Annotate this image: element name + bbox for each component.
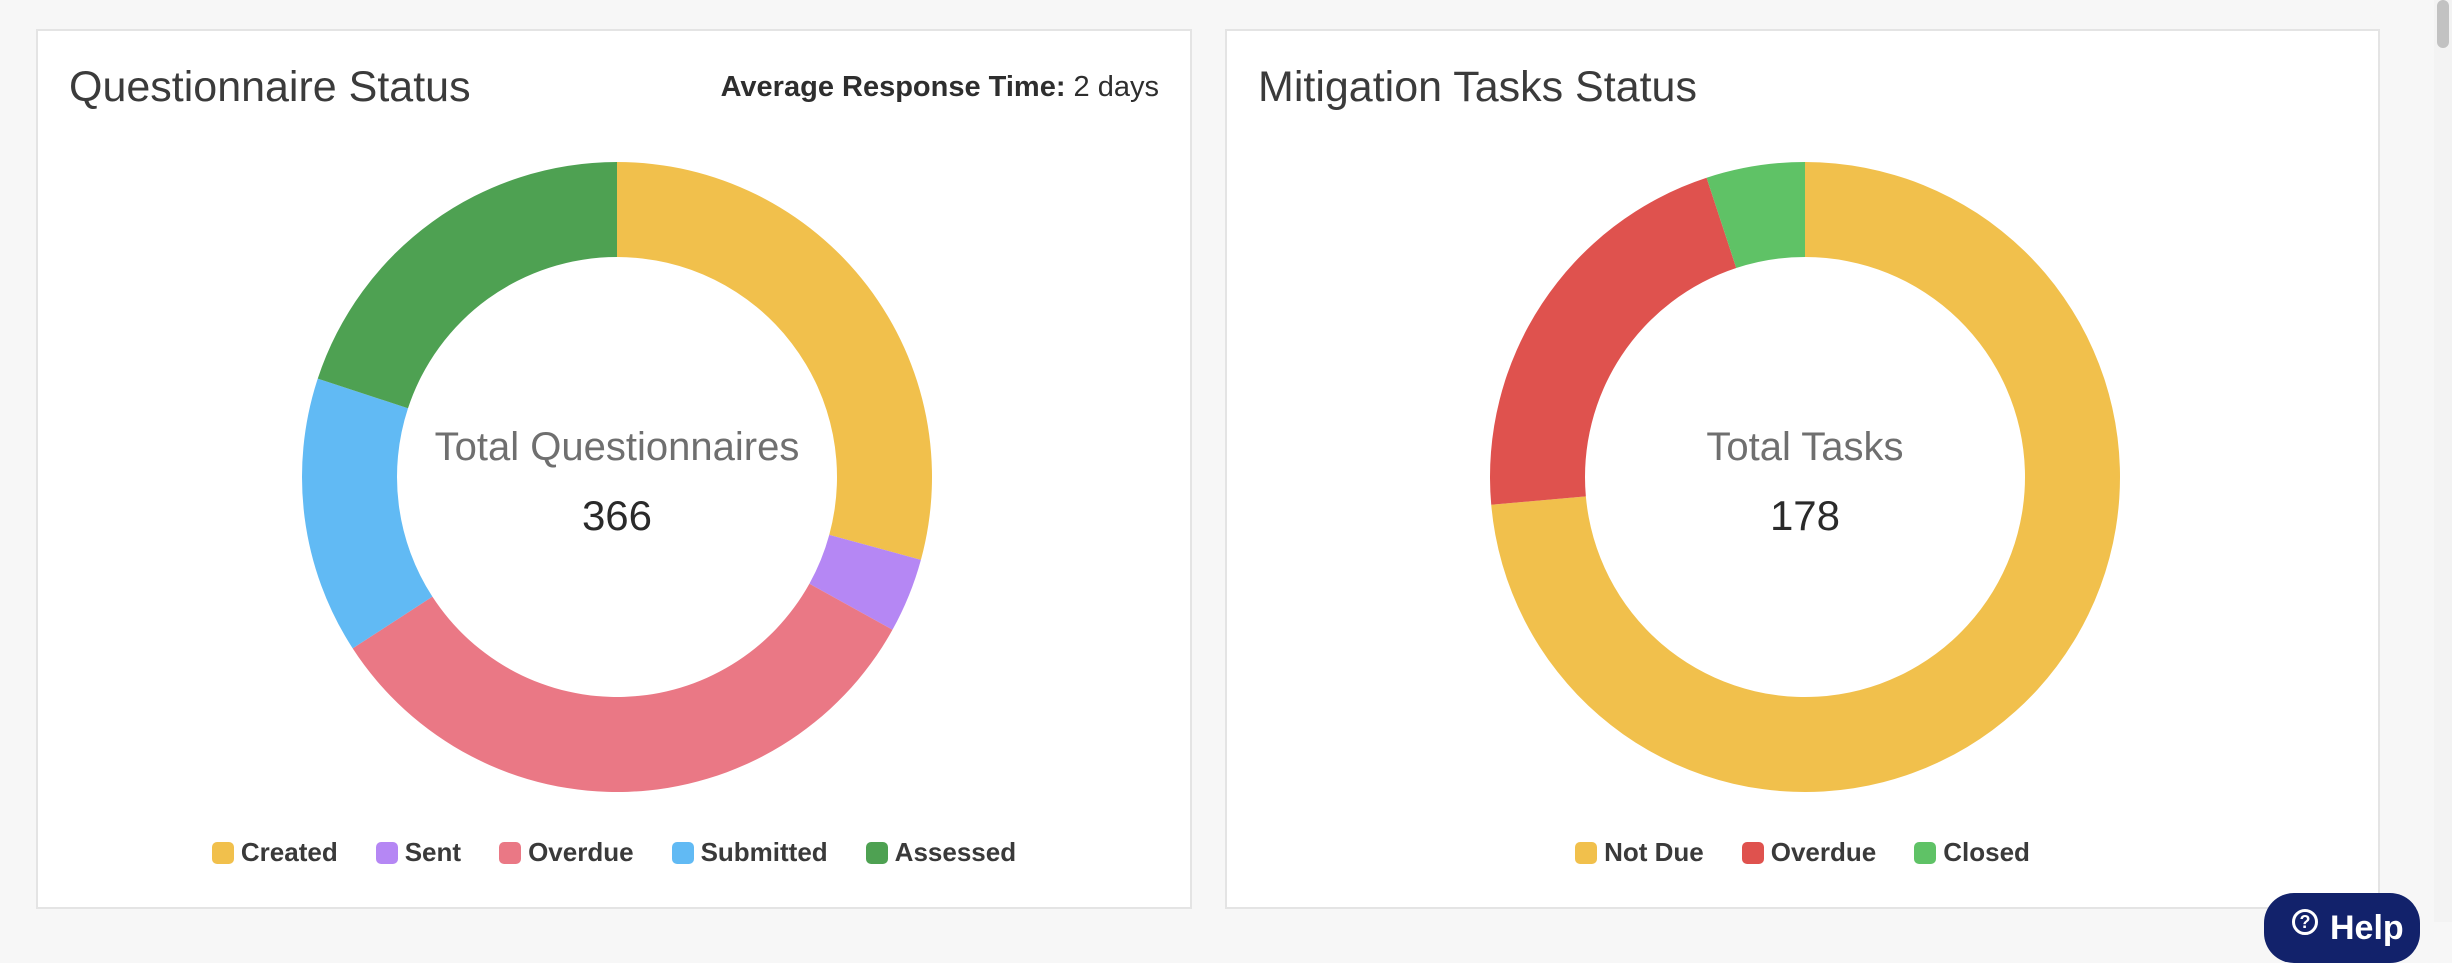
legend-item-closed[interactable]: Closed xyxy=(1914,837,2030,868)
page-scrollbar[interactable] xyxy=(2434,0,2452,922)
legend-swatch xyxy=(1741,841,1764,864)
legend-item-not-due[interactable]: Not Due xyxy=(1575,837,1704,868)
donut-center-total: 366 xyxy=(582,492,652,539)
legend-item-overdue[interactable]: Overdue xyxy=(1741,837,1877,868)
help-icon: ? xyxy=(2292,909,2318,935)
scrollbar-thumb[interactable] xyxy=(2437,0,2449,48)
legend-label: Not Due xyxy=(1604,837,1704,867)
mitigation-legend: Not Due Overdue Closed xyxy=(1227,837,2378,868)
donut-slice-created[interactable] xyxy=(617,162,933,560)
legend-item-created[interactable]: Created xyxy=(211,837,338,868)
donut-slice-not-due[interactable] xyxy=(1491,162,2120,793)
donut-slice-closed[interactable] xyxy=(1706,162,1805,269)
legend-label: Submitted xyxy=(700,837,828,867)
questionnaire-donut-chart: Total Questionnaires 366 xyxy=(302,162,933,793)
help-button[interactable]: ? Help xyxy=(2264,893,2420,963)
legend-swatch xyxy=(1575,841,1598,864)
legend-label: Assessed xyxy=(894,837,1017,867)
donut-slice-submitted[interactable] xyxy=(302,378,433,649)
help-label: Help xyxy=(2330,909,2404,947)
legend-swatch xyxy=(671,841,694,864)
legend-item-submitted[interactable]: Submitted xyxy=(671,837,828,868)
donut-center-label: Total Tasks xyxy=(1706,425,1903,469)
questionnaire-status-title: Questionnaire Status xyxy=(69,63,471,111)
donut-slice-overdue[interactable] xyxy=(352,583,893,793)
legend-swatch xyxy=(865,841,888,864)
legend-item-assessed[interactable]: Assessed xyxy=(865,837,1017,868)
legend-swatch xyxy=(499,841,522,864)
donut-slice-sent[interactable] xyxy=(809,534,921,630)
donut-slice-overdue[interactable] xyxy=(1490,177,1737,505)
legend-swatch xyxy=(375,841,398,864)
mitigation-donut-chart: Total Tasks 178 xyxy=(1490,162,2120,793)
legend-swatch xyxy=(1914,841,1937,864)
legend-item-sent[interactable]: Sent xyxy=(375,837,462,868)
legend-label: Overdue xyxy=(528,837,634,867)
average-response-time: Average Response Time: 2 days xyxy=(721,71,1159,104)
legend-item-overdue[interactable]: Overdue xyxy=(499,837,634,868)
legend-swatch xyxy=(211,841,234,864)
legend-label: Overdue xyxy=(1770,837,1877,867)
legend-label: Sent xyxy=(404,837,462,867)
average-response-time-value: 2 days xyxy=(1073,71,1159,103)
donut-slice-assessed[interactable] xyxy=(317,162,617,409)
legend-label: Created xyxy=(240,837,338,867)
questionnaire-legend: Created Sent Overdue Submitted Assessed xyxy=(38,837,1190,868)
mitigation-tasks-card: Mitigation Tasks Status Total Tasks 178 N… xyxy=(1225,29,2380,909)
questionnaire-status-card: Questionnaire Status Average Response Ti… xyxy=(36,29,1192,909)
donut-center-total: 178 xyxy=(1770,492,1840,539)
average-response-time-label: Average Response Time: xyxy=(720,71,1066,103)
legend-label: Closed xyxy=(1943,837,2030,867)
donut-center-label: Total Questionnaires xyxy=(435,425,800,469)
mitigation-tasks-title: Mitigation Tasks Status xyxy=(1258,63,1697,111)
